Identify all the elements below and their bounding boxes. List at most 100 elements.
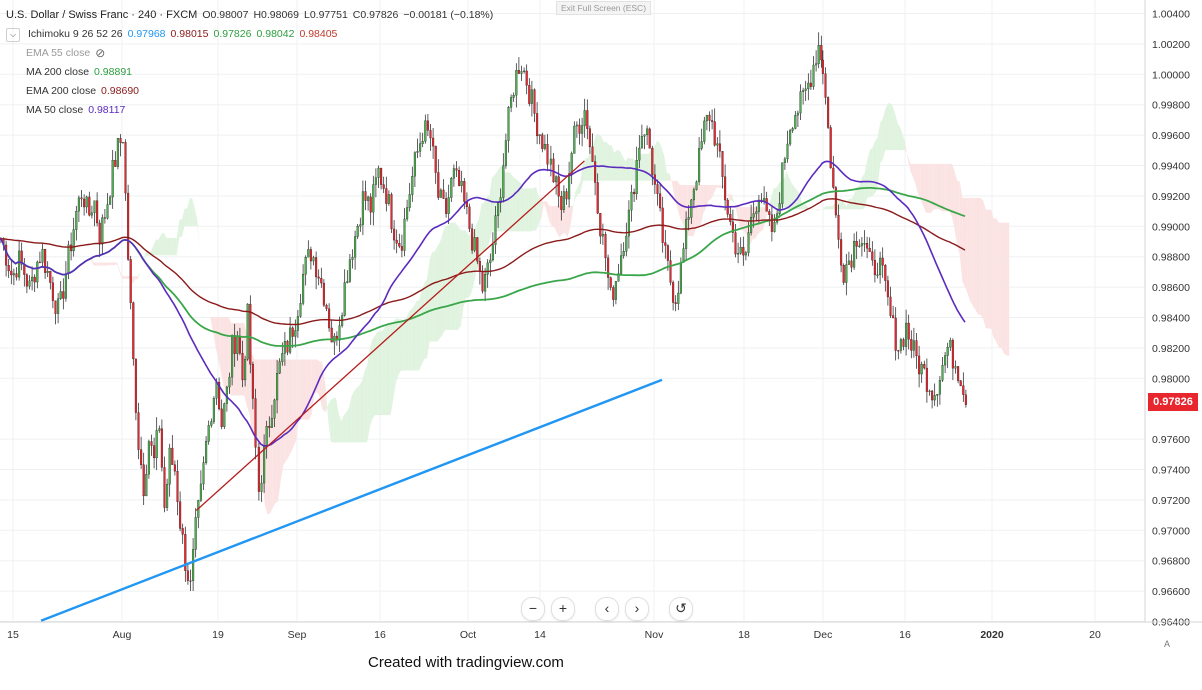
cloud-bear-segment xyxy=(726,191,730,200)
y-tick-label: 0.98400 xyxy=(1152,313,1190,325)
bull-candle xyxy=(491,244,494,261)
bull-candle xyxy=(121,142,124,144)
cloud-bear-segment xyxy=(708,184,712,201)
cloud-bull-segment xyxy=(776,183,779,208)
cloud-bull-segment xyxy=(171,237,175,256)
collapse-legend-icon[interactable]: ⌵ xyxy=(6,27,20,42)
trendlines[interactable] xyxy=(40,160,663,622)
bear-candle xyxy=(659,193,662,209)
bull-candle xyxy=(260,482,263,492)
indicator-row[interactable]: MA 200 close 0.98891 xyxy=(6,63,493,82)
zoom-out-button[interactable]: − xyxy=(521,597,545,621)
cloud-bear-segment xyxy=(703,184,706,213)
cloud-bear-segment xyxy=(562,205,565,235)
cloud-bear-segment xyxy=(946,163,950,212)
y-tick-label: 1.00000 xyxy=(1152,69,1190,81)
reset-chart-button[interactable]: ↺ xyxy=(669,597,693,621)
bear-candle xyxy=(437,172,440,198)
axes: 1.00400 1.00200 1.00000 0.99800 0.99600 0.994… xyxy=(0,0,1202,641)
cloud-bear-segment xyxy=(96,262,99,266)
cloud-bull-segment xyxy=(888,103,890,151)
cloud-bear-segment xyxy=(322,361,326,413)
cloud-bear-segment xyxy=(985,209,989,329)
bull-candle xyxy=(562,191,565,210)
bull-candle xyxy=(403,218,406,251)
bear-candle xyxy=(400,246,403,251)
bear-candle xyxy=(385,188,388,204)
cloud-bull-segment xyxy=(179,219,182,237)
cloud-bull-segment xyxy=(625,157,628,181)
bull-candle xyxy=(928,390,931,392)
indicator-value: 0.98891 xyxy=(94,66,133,78)
legend: U.S. Dollar / Swiss Franc · 240 · FXCM O… xyxy=(6,6,493,120)
bull-candle xyxy=(646,128,649,135)
bear-candle xyxy=(140,449,143,465)
cloud-bull-segment xyxy=(828,205,831,210)
bear-candle xyxy=(325,305,328,309)
bull-candle xyxy=(374,177,377,185)
bear-candle xyxy=(442,189,445,199)
cloud-bear-segment xyxy=(716,184,719,188)
bear-candle xyxy=(62,291,65,299)
scroll-right-button[interactable]: › xyxy=(625,597,649,621)
cloud-bear-segment xyxy=(978,197,981,316)
bull-candle xyxy=(549,158,552,165)
bear-candle xyxy=(533,89,536,114)
zoom-in-button[interactable]: + xyxy=(551,597,575,621)
cloud-bull-segment xyxy=(169,237,172,256)
bull-candle xyxy=(685,219,688,249)
cloud-bear-segment xyxy=(309,359,312,420)
scroll-left-button[interactable]: ‹ xyxy=(595,597,619,621)
indicator-label: EMA 200 close xyxy=(26,85,97,97)
chart-toolbar: − + ‹ › ↺ xyxy=(521,597,693,621)
bear-candle xyxy=(150,441,153,446)
cloud-bull-segment xyxy=(505,172,508,232)
bear-candle xyxy=(119,138,122,143)
exit-fullscreen-button[interactable]: Exit Full Screen (ESC) xyxy=(556,1,652,15)
cloud-bull-segment xyxy=(403,317,407,371)
bear-candle xyxy=(855,241,858,247)
cloud-bull-segment xyxy=(447,222,451,330)
cloud-bear-segment xyxy=(117,262,120,273)
auto-scale-button[interactable]: A xyxy=(1163,639,1170,649)
indicator-row[interactable]: MA 50 close 0.98117 xyxy=(6,101,493,120)
hidden-eye-icon[interactable]: ⊘ xyxy=(95,46,106,60)
bear-candle xyxy=(868,248,871,252)
cloud-bear-segment xyxy=(557,205,560,238)
cloud-bull-segment xyxy=(867,149,870,198)
bear-candle xyxy=(951,340,954,369)
bull-candle xyxy=(744,252,747,256)
cloud-bear-segment xyxy=(205,293,208,303)
rising-line[interactable] xyxy=(195,160,585,512)
support-line[interactable] xyxy=(40,378,663,622)
cloud-bear-segment xyxy=(954,171,958,246)
bear-candle xyxy=(599,213,602,237)
cloud-bull-segment xyxy=(849,198,852,210)
bull-candle xyxy=(853,241,856,268)
indicator-row[interactable]: EMA 200 close 0.98690 xyxy=(6,82,493,101)
bear-candle xyxy=(666,245,669,261)
cloud-bull-segment xyxy=(414,300,417,371)
bull-candle xyxy=(212,398,215,422)
bull-candle xyxy=(236,336,239,354)
bull-candle xyxy=(283,341,286,354)
bear-candle xyxy=(609,277,612,288)
bull-candle xyxy=(581,125,584,134)
indicator-row[interactable]: ⌵ Ichimoku 9 26 52 26 0.97968 0.98015 0.9782… xyxy=(6,25,493,44)
bear-candle xyxy=(957,366,960,381)
bull-candle xyxy=(863,243,866,245)
cloud-bear-segment xyxy=(949,163,952,217)
bull-candle xyxy=(205,441,208,463)
cloud-bear-segment xyxy=(815,209,818,211)
bull-candle xyxy=(638,147,641,161)
indicator-row[interactable]: EMA 55 close ⊘ xyxy=(6,44,493,63)
cloud-bear-segment xyxy=(104,262,107,266)
cloud-bull-segment xyxy=(401,319,404,371)
bear-candle xyxy=(842,265,845,283)
bear-candle xyxy=(328,308,331,329)
bull-candle xyxy=(497,202,500,216)
y-tick-label: 0.98800 xyxy=(1152,252,1190,264)
bull-candle xyxy=(346,281,349,283)
